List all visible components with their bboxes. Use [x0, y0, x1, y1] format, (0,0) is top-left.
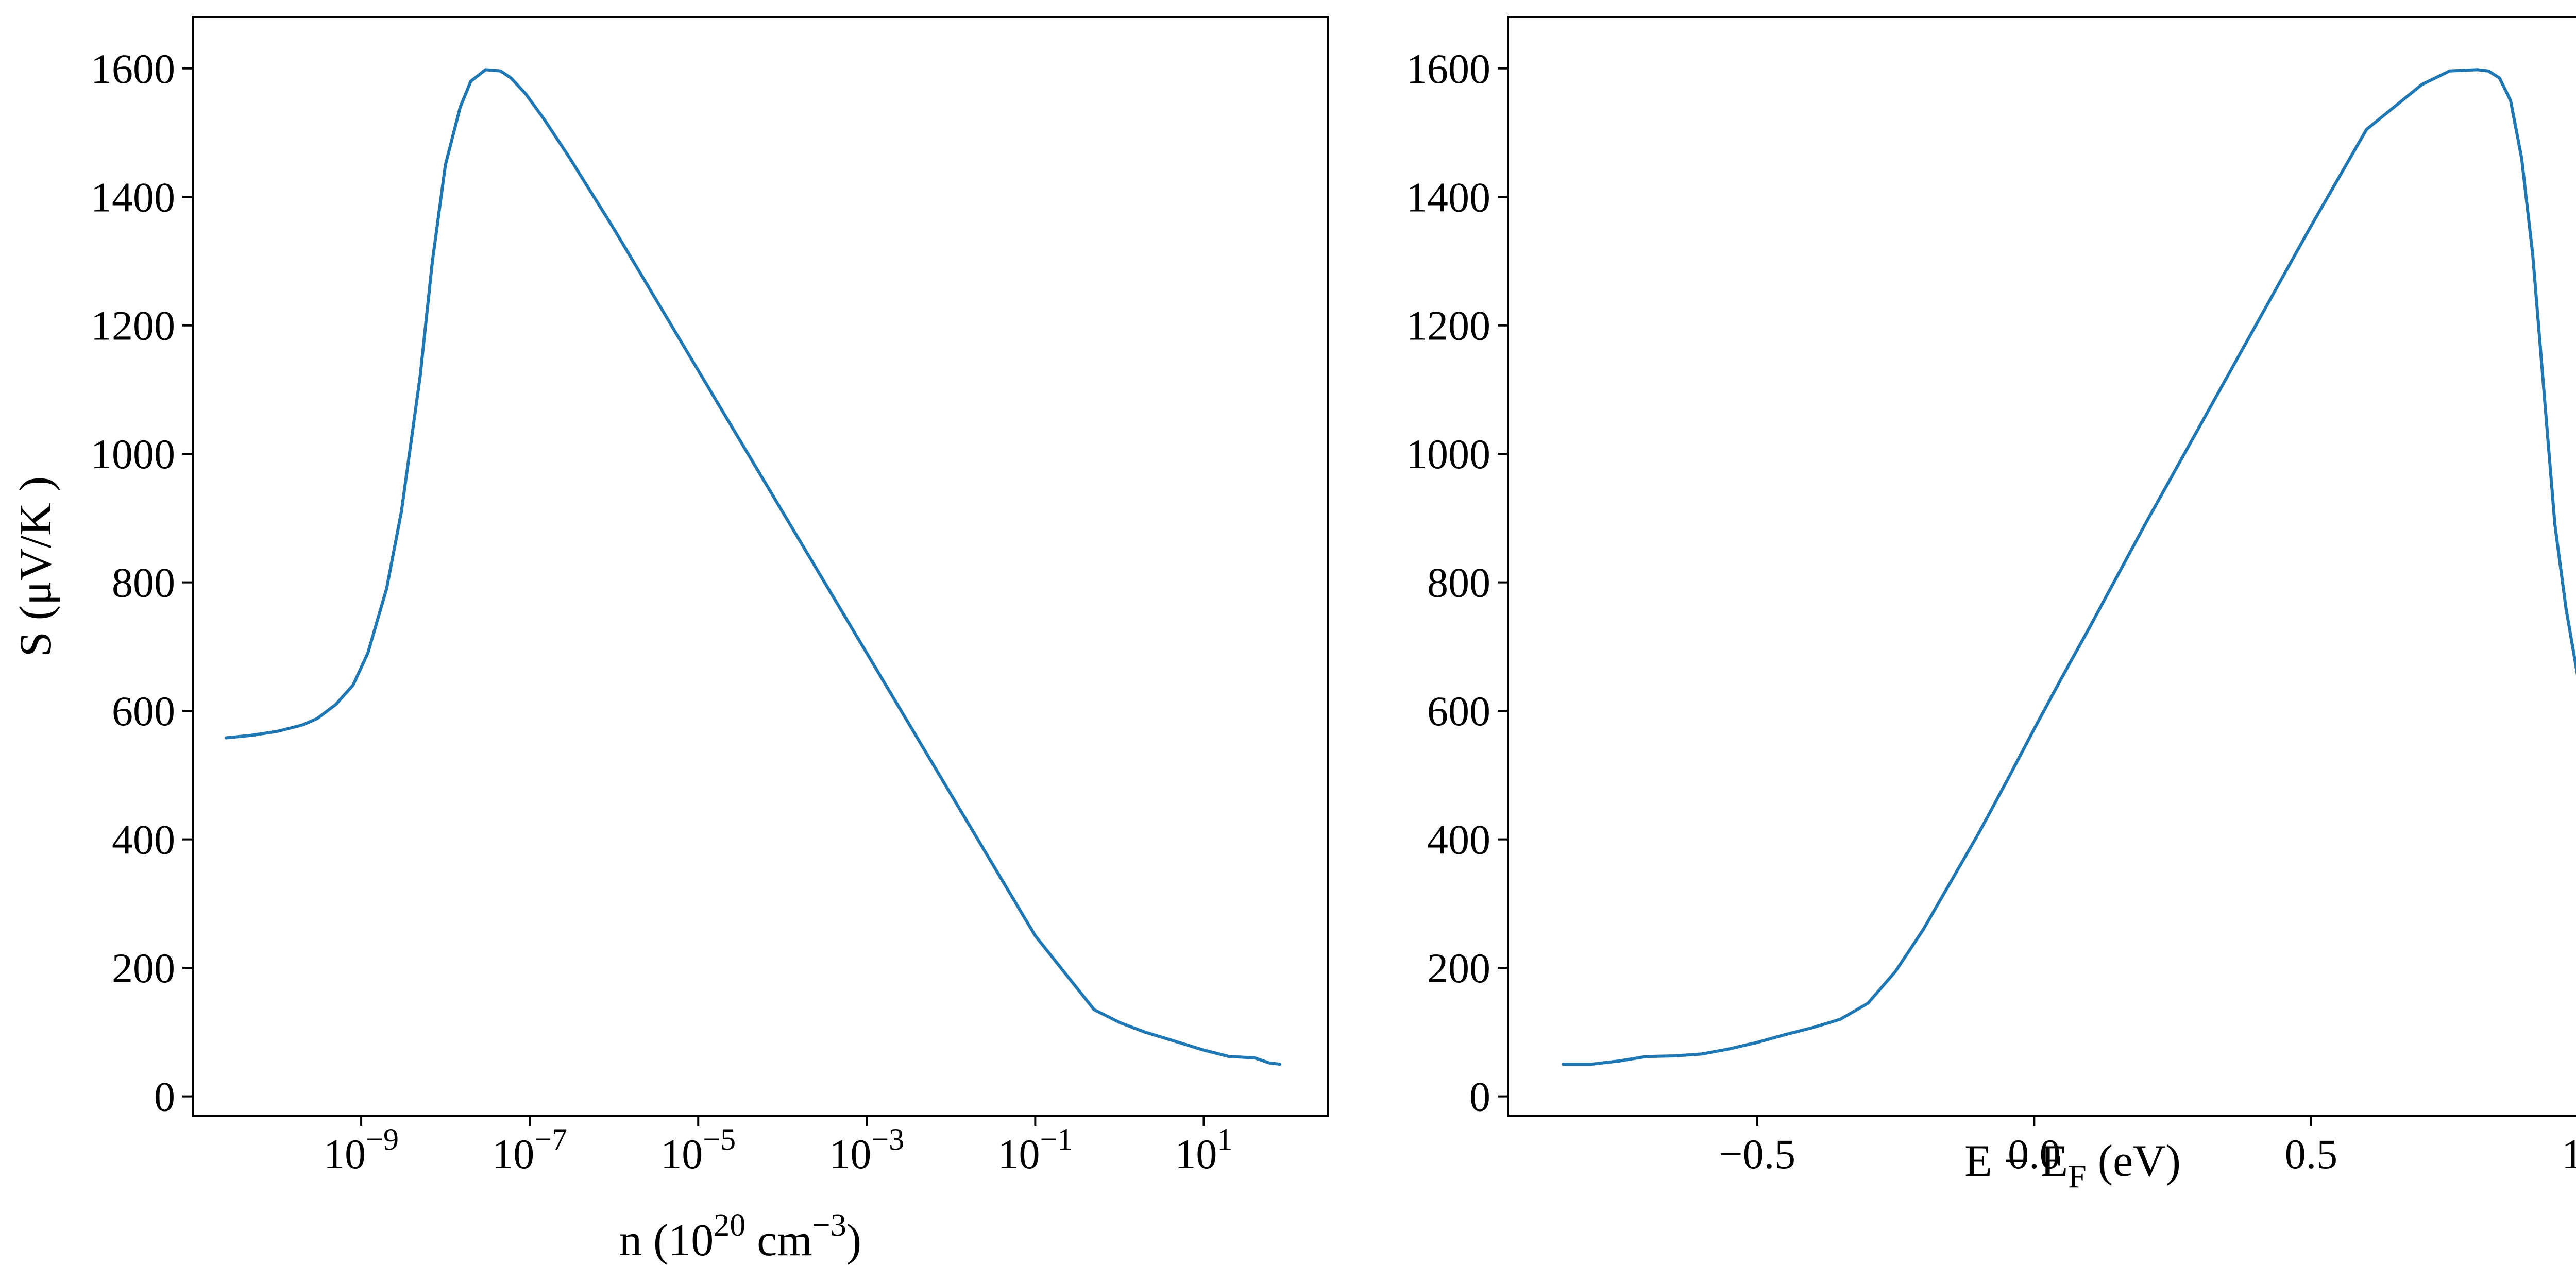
right-y-tick-label-0: 0	[1469, 1073, 1490, 1120]
right-x-axis-title: E − EF (eV)	[1964, 1136, 2181, 1194]
right-x-axis-ticks: −0.5 0.0 0.5 1.0	[1719, 1116, 2576, 1177]
right-y-tick-label-200: 200	[1427, 945, 1490, 992]
left-y-tick-label-1000: 1000	[91, 431, 175, 477]
left-y-tick-label-1400: 1400	[91, 174, 175, 220]
right-y-tick-label-800: 800	[1427, 559, 1490, 606]
right-y-tick-label-1000: 1000	[1406, 431, 1490, 477]
right-plot-frame	[1507, 16, 2576, 1117]
left-x-tick-label-0: 10−9	[324, 1122, 399, 1177]
left-x-tick-label-5: 101	[1175, 1122, 1232, 1177]
right-y-tick-label-400: 400	[1427, 816, 1490, 863]
left-x-axis-title: n (1020 cm−3)	[619, 1208, 861, 1266]
left-x-tick-label-1: 10−7	[492, 1122, 567, 1177]
right-x-tick-label-3: 1.0	[2562, 1131, 2576, 1177]
right-x-tick-label-2: 0.5	[2285, 1131, 2338, 1177]
left-plot-frame	[192, 16, 1329, 1117]
right-y-tick-label-1600: 1600	[1406, 45, 1490, 92]
left-y-axis-title: S (μV/K )	[11, 476, 61, 657]
left-y-tick-label-1200: 1200	[91, 302, 175, 349]
right-y-tick-label-1400: 1400	[1406, 174, 1490, 220]
left-y-tick-label-400: 400	[112, 816, 175, 863]
right-x-tick-label-1: 0.0	[2008, 1131, 2061, 1177]
left-x-tick-label-2: 10−5	[660, 1122, 736, 1177]
right-y-axis-ticks: 0 200 400 600 800 1000 1200 1400 1600	[1406, 45, 1508, 1120]
right-x-tick-label-0: −0.5	[1719, 1131, 1795, 1177]
left-x-tick-label-3: 10−3	[829, 1122, 904, 1177]
left-x-axis-ticks: 10−9 10−7 10−5 10−3 10−1 101	[324, 1116, 1232, 1177]
right-y-tick-label-1200: 1200	[1406, 302, 1490, 349]
left-y-tick-label-800: 800	[112, 559, 175, 606]
left-y-axis-ticks: 0 200 400 600 800 1000 1200 1400 1600	[91, 45, 193, 1120]
right-series-line	[1562, 68, 2576, 1066]
left-y-tick-label-600: 600	[112, 688, 175, 734]
left-y-tick-label-1600: 1600	[91, 45, 175, 92]
left-x-tick-label-4: 10−1	[997, 1122, 1073, 1177]
left-series-line	[225, 68, 1282, 1066]
right-y-tick-label-600: 600	[1427, 688, 1490, 734]
left-y-tick-label-0: 0	[154, 1073, 175, 1120]
left-y-tick-label-200: 200	[112, 945, 175, 992]
seebeck-vs-energy-chart: 0 200 400 600 800 1000 1200 1400 1600 −0.5 0.0 0.5…	[1406, 16, 2576, 1194]
